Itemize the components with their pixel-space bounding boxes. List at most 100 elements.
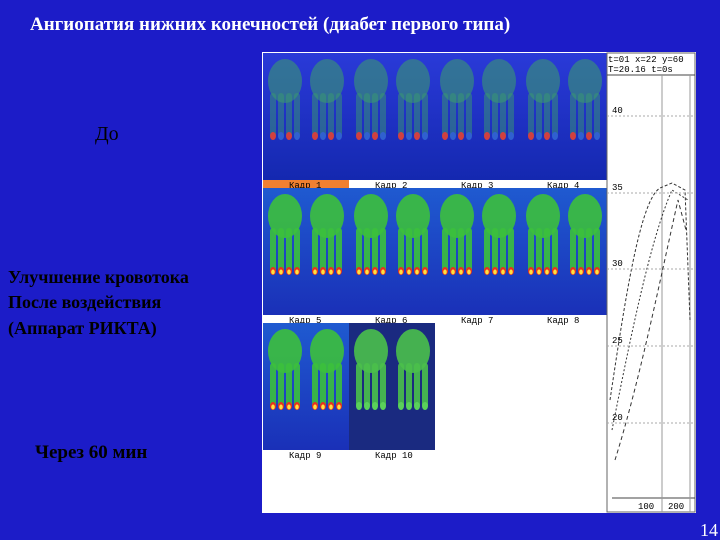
finger <box>484 93 490 138</box>
fingertip <box>586 132 592 140</box>
fingertip <box>380 132 386 140</box>
finger <box>552 228 558 273</box>
finger <box>270 93 276 138</box>
finger <box>336 363 342 408</box>
finger <box>312 363 318 408</box>
fingertip-hot <box>537 269 541 275</box>
finger <box>492 93 498 138</box>
finger <box>270 228 276 273</box>
finger <box>544 228 550 273</box>
finger <box>500 228 506 273</box>
fingertip <box>286 132 292 140</box>
graph-curve <box>614 199 687 461</box>
finger <box>286 228 292 273</box>
finger <box>508 93 514 138</box>
frame-label-strip <box>349 315 435 325</box>
frame-label: Кадр 10 <box>375 451 413 461</box>
fingertip <box>294 132 300 140</box>
fingertip-hot <box>373 269 377 275</box>
fingertip-hot <box>279 404 283 410</box>
fingertip-hot <box>587 269 591 275</box>
improvement-label: Улучшение кровотока <box>8 267 189 287</box>
finger <box>406 228 412 273</box>
finger <box>528 228 534 273</box>
finger <box>466 228 472 273</box>
fingertip <box>528 132 534 140</box>
fingertip-hot <box>329 404 333 410</box>
finger <box>372 363 378 408</box>
fingertip <box>422 402 428 410</box>
fingertip <box>356 132 362 140</box>
frame-label-strip <box>263 315 349 325</box>
fingertip-hot <box>271 269 275 275</box>
frame-label: Кадр 1 <box>289 181 321 191</box>
finger <box>398 228 404 273</box>
fingertip-hot <box>399 269 403 275</box>
frame-label-strip <box>263 450 349 460</box>
finger <box>356 363 362 408</box>
fingertip <box>328 132 334 140</box>
fingertip <box>414 402 420 410</box>
fingertip-hot <box>571 269 575 275</box>
hand <box>396 59 430 103</box>
fingertip <box>406 132 412 140</box>
finger <box>450 93 456 138</box>
finger <box>294 363 300 408</box>
finger <box>312 93 318 138</box>
finger <box>398 363 404 408</box>
fingertip-hot <box>493 269 497 275</box>
finger <box>544 93 550 138</box>
fingertip-hot <box>287 404 291 410</box>
finger <box>278 228 284 273</box>
graph-y-label: 40 <box>612 106 623 116</box>
finger <box>356 93 362 138</box>
fingertip <box>594 132 600 140</box>
finger <box>414 93 420 138</box>
hand <box>396 194 430 238</box>
finger <box>586 93 592 138</box>
fingertip-hot <box>329 269 333 275</box>
graph-y-label: 35 <box>612 183 623 193</box>
frame-label: Кадр 7 <box>461 316 493 326</box>
fingertip <box>398 402 404 410</box>
fingertip-hot <box>443 269 447 275</box>
graph-curve <box>611 189 689 431</box>
finger <box>570 93 576 138</box>
fingertip <box>466 132 472 140</box>
frame-label-strip <box>349 450 435 460</box>
temperature-graph: t=01 x=22 y=60 T=20.16 t=0s 40 35 30 25 20 10… <box>606 52 696 513</box>
graph-x-label: 200 <box>668 502 684 512</box>
frame-label: Кадр 6 <box>375 316 407 326</box>
fingertip <box>270 132 276 140</box>
fingertip-hot <box>279 269 283 275</box>
finger <box>364 228 370 273</box>
fingertip-hot <box>287 269 291 275</box>
finger <box>570 228 576 273</box>
frame-label-strip <box>435 180 521 190</box>
fingertip <box>458 132 464 140</box>
hand <box>440 194 474 238</box>
fingertip <box>336 132 342 140</box>
frame-label-strip <box>349 180 435 190</box>
finger <box>414 228 420 273</box>
fingertip-hot <box>485 269 489 275</box>
graph-curve <box>609 182 691 401</box>
finger <box>364 363 370 408</box>
finger <box>294 228 300 273</box>
finger <box>286 93 292 138</box>
hand <box>440 59 474 103</box>
fingertip <box>536 132 542 140</box>
fingertip-hot <box>357 269 361 275</box>
finger <box>578 228 584 273</box>
fingertip-hot <box>553 269 557 275</box>
finger <box>508 228 514 273</box>
finger <box>594 93 600 138</box>
fingertip <box>312 132 318 140</box>
fingertip-hot <box>451 269 455 275</box>
finger <box>320 228 326 273</box>
finger <box>336 228 342 273</box>
fingertip <box>422 132 428 140</box>
fingertip-hot <box>467 269 471 275</box>
hand <box>310 59 344 103</box>
finger <box>422 228 428 273</box>
